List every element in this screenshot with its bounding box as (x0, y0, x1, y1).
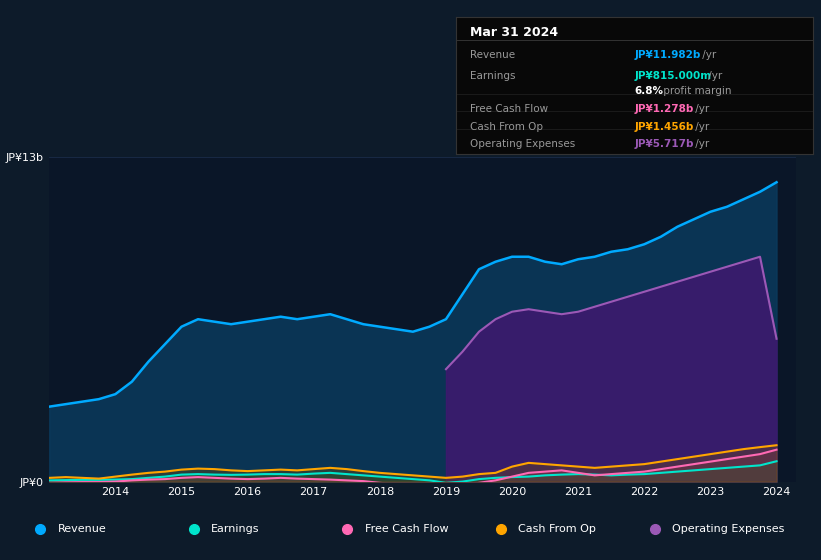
Text: Revenue: Revenue (57, 524, 106, 534)
Text: JP¥1.456b: JP¥1.456b (635, 122, 694, 132)
Text: Mar 31 2024: Mar 31 2024 (470, 26, 558, 39)
Text: 6.8%: 6.8% (635, 86, 663, 96)
Text: Operating Expenses: Operating Expenses (672, 524, 785, 534)
Text: /yr: /yr (705, 71, 722, 81)
Text: JP¥815.000m: JP¥815.000m (635, 71, 711, 81)
Text: /yr: /yr (699, 50, 716, 60)
Text: Revenue: Revenue (470, 50, 515, 60)
Text: profit margin: profit margin (660, 86, 732, 96)
Text: Earnings: Earnings (211, 524, 259, 534)
Text: Cash From Op: Cash From Op (470, 122, 543, 132)
Text: Cash From Op: Cash From Op (519, 524, 596, 534)
Text: JP¥1.278b: JP¥1.278b (635, 104, 694, 114)
Text: Earnings: Earnings (470, 71, 516, 81)
Text: /yr: /yr (692, 139, 709, 150)
Text: /yr: /yr (692, 122, 709, 132)
Text: Operating Expenses: Operating Expenses (470, 139, 576, 150)
Text: JP¥11.982b: JP¥11.982b (635, 50, 700, 60)
Text: Free Cash Flow: Free Cash Flow (365, 524, 448, 534)
Text: Free Cash Flow: Free Cash Flow (470, 104, 548, 114)
Text: JP¥5.717b: JP¥5.717b (635, 139, 694, 150)
Text: /yr: /yr (692, 104, 709, 114)
